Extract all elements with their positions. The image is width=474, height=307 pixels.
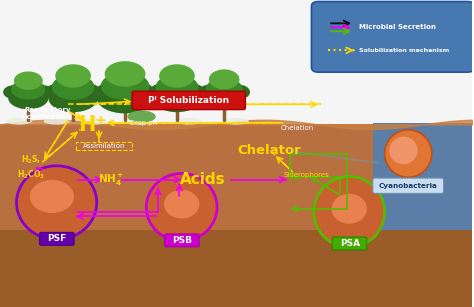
Ellipse shape — [155, 74, 198, 100]
Ellipse shape — [124, 83, 155, 102]
FancyBboxPatch shape — [311, 2, 474, 72]
Text: PSF: PSF — [47, 234, 66, 243]
Ellipse shape — [55, 64, 91, 88]
Text: Cyanobacteria: Cyanobacteria — [379, 183, 438, 189]
FancyBboxPatch shape — [40, 232, 74, 245]
FancyBboxPatch shape — [332, 237, 367, 250]
Ellipse shape — [176, 118, 202, 125]
Ellipse shape — [223, 118, 249, 125]
Text: Chelator: Chelator — [237, 144, 301, 157]
Ellipse shape — [97, 83, 154, 114]
Ellipse shape — [206, 78, 242, 100]
Text: $\mathbf{NH_4^+}$: $\mathbf{NH_4^+}$ — [98, 172, 124, 188]
Ellipse shape — [177, 83, 205, 101]
Ellipse shape — [128, 111, 156, 123]
Ellipse shape — [314, 177, 384, 247]
Ellipse shape — [31, 85, 54, 99]
Ellipse shape — [209, 69, 239, 89]
FancyBboxPatch shape — [373, 178, 444, 193]
Ellipse shape — [82, 118, 107, 125]
Text: Solubilization mechanism: Solubilization mechanism — [359, 48, 449, 53]
FancyBboxPatch shape — [132, 91, 246, 110]
Ellipse shape — [198, 85, 222, 100]
Ellipse shape — [11, 80, 46, 99]
Ellipse shape — [331, 194, 367, 224]
Ellipse shape — [44, 118, 70, 125]
Text: PSB: PSB — [172, 236, 192, 245]
Text: Respiratory
acidification: Respiratory acidification — [23, 107, 72, 120]
Text: PSA: PSA — [340, 239, 360, 248]
Text: Drop pH: Drop pH — [130, 120, 157, 126]
Text: Microbial Secretion: Microbial Secretion — [359, 24, 436, 30]
FancyBboxPatch shape — [164, 234, 199, 247]
Ellipse shape — [8, 87, 48, 109]
Ellipse shape — [384, 130, 432, 177]
Ellipse shape — [100, 72, 149, 100]
Ellipse shape — [17, 166, 97, 239]
Ellipse shape — [149, 83, 176, 101]
Ellipse shape — [128, 118, 155, 125]
Text: Acids: Acids — [180, 172, 226, 187]
Ellipse shape — [48, 84, 98, 112]
Bar — [373, 123, 472, 252]
Ellipse shape — [146, 173, 217, 241]
Ellipse shape — [159, 64, 195, 88]
Ellipse shape — [152, 84, 202, 112]
Text: Assimilation: Assimilation — [82, 143, 125, 150]
Text: H⁺: H⁺ — [78, 115, 106, 135]
Ellipse shape — [164, 190, 200, 219]
Ellipse shape — [6, 118, 32, 125]
Text: Chelation: Chelation — [281, 125, 314, 131]
Text: Siderophores: Siderophores — [284, 172, 329, 178]
Ellipse shape — [3, 85, 25, 99]
Ellipse shape — [95, 83, 127, 102]
Ellipse shape — [14, 72, 43, 90]
Bar — [0, 230, 472, 307]
Text: Pᴵ Solubilization: Pᴵ Solubilization — [148, 96, 229, 105]
Ellipse shape — [46, 83, 73, 101]
Ellipse shape — [227, 85, 250, 100]
Ellipse shape — [389, 137, 418, 164]
Ellipse shape — [52, 74, 94, 100]
Bar — [0, 0, 472, 124]
Ellipse shape — [203, 87, 246, 110]
Ellipse shape — [105, 61, 146, 87]
Text: $\mathbf{H_2S,}$
$\mathbf{H_2CO_3}$: $\mathbf{H_2S,}$ $\mathbf{H_2CO_3}$ — [17, 154, 45, 181]
Bar — [0, 124, 472, 307]
Ellipse shape — [73, 83, 101, 101]
Ellipse shape — [30, 180, 74, 213]
